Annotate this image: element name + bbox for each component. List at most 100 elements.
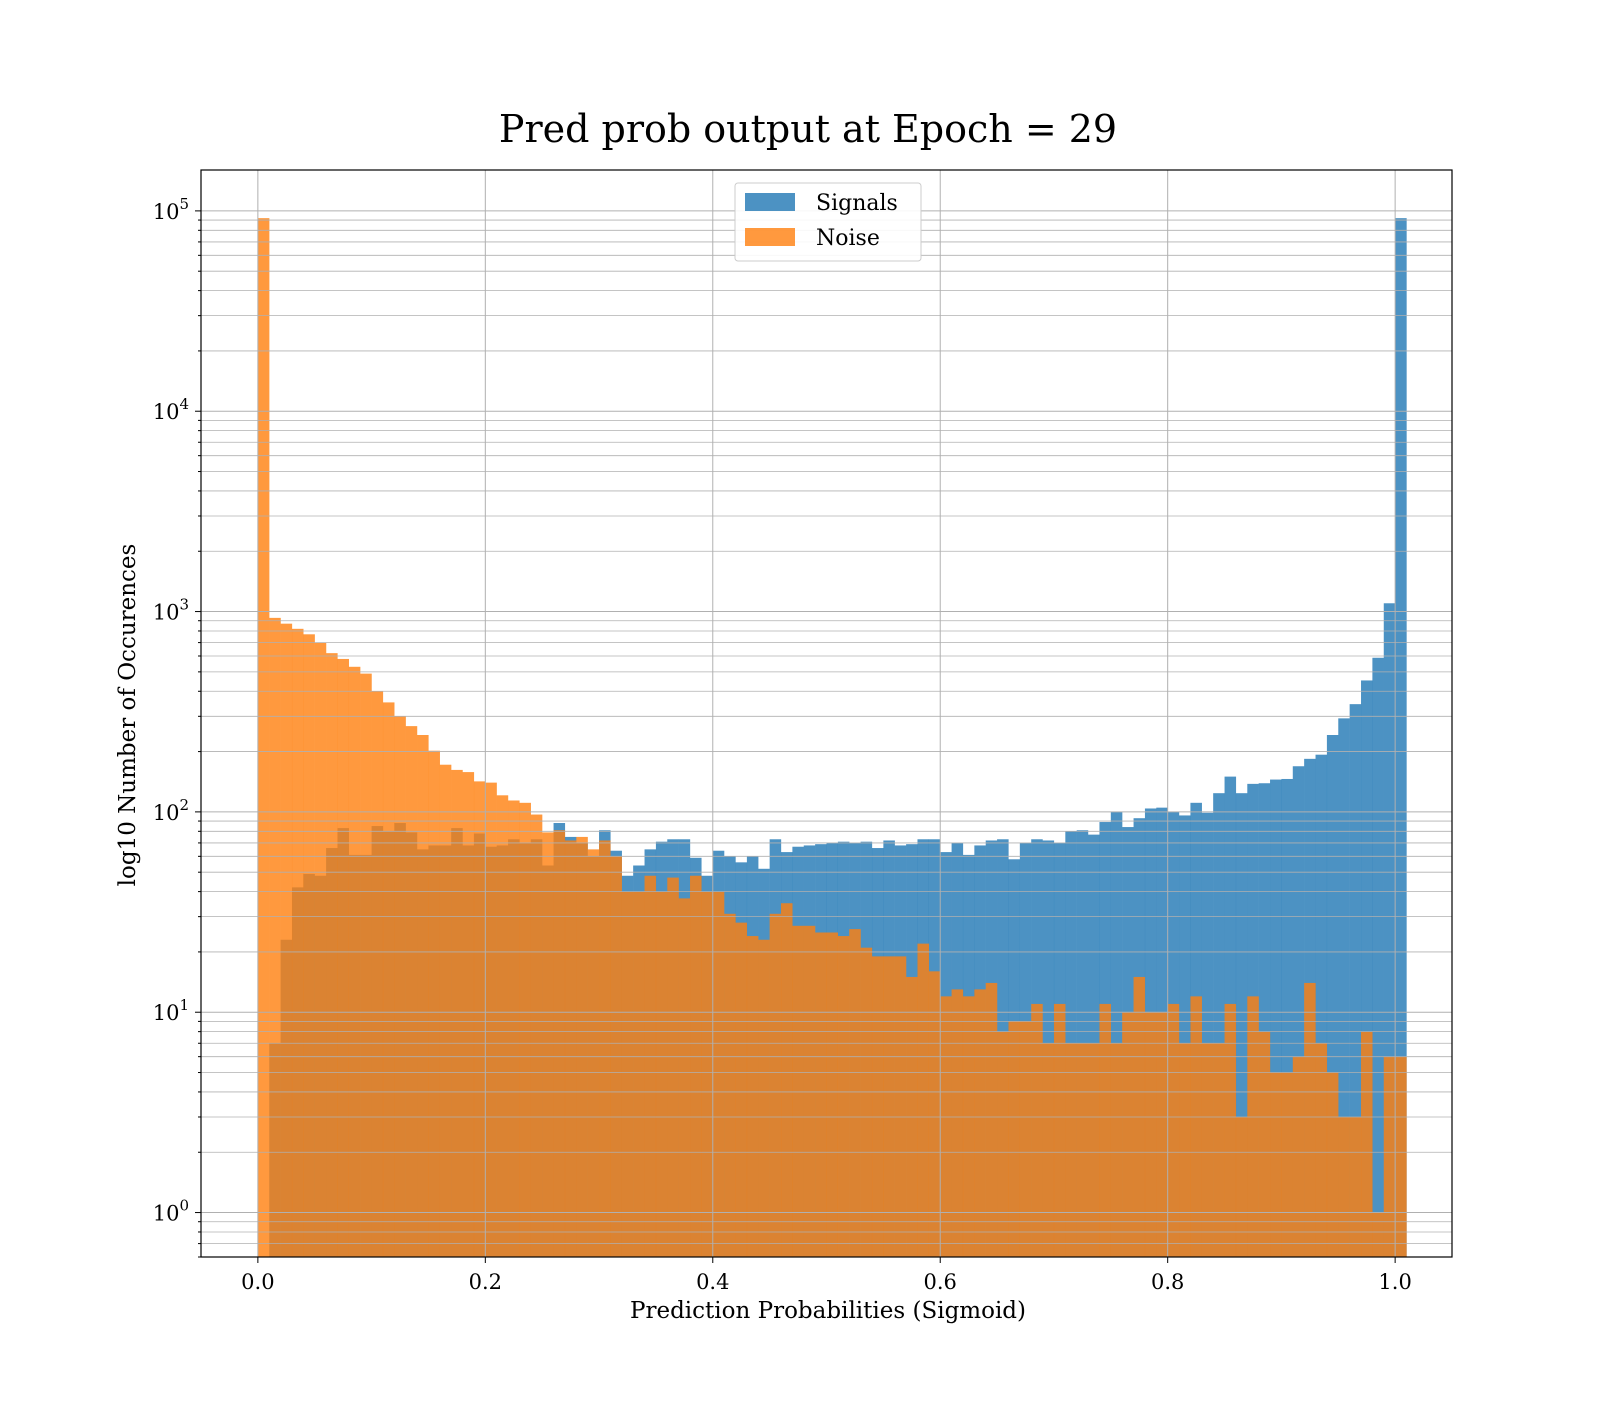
bar-noise — [1235, 1116, 1248, 1257]
plot-frame — [200, 169, 1453, 1258]
bar-noise — [985, 982, 998, 1257]
bar-noise — [803, 925, 816, 1257]
bar-noise — [530, 814, 543, 1257]
x-tick-label: 1.0 — [1378, 1270, 1411, 1294]
x-tick-label: 0.2 — [469, 1270, 502, 1294]
legend-label-signals: Signals — [816, 191, 898, 216]
bar-noise — [1122, 1012, 1134, 1257]
bar-noise — [1247, 996, 1259, 1257]
bar-noise — [826, 932, 839, 1257]
y-tick-label: 100 — [153, 1197, 189, 1226]
bar-noise — [871, 956, 884, 1257]
bar-noise — [1076, 1043, 1089, 1257]
bar-signals — [1292, 766, 1305, 1257]
bar-noise — [428, 750, 440, 1257]
bar-noise — [690, 875, 702, 1257]
bar-noise — [883, 956, 895, 1257]
bar-noise — [735, 922, 748, 1257]
bar-noise — [1065, 1043, 1077, 1257]
bar-noise — [269, 617, 281, 1257]
bar-noise — [701, 891, 713, 1257]
bar-noise — [917, 943, 929, 1257]
bar-noise — [348, 666, 361, 1257]
bar-noise — [394, 716, 406, 1257]
bar-noise — [326, 653, 338, 1257]
x-tick-label: 0.0 — [241, 1270, 274, 1294]
bar-noise — [1099, 1003, 1111, 1257]
bar-noise — [678, 898, 691, 1257]
bar-noise — [1008, 1021, 1020, 1257]
y-tick-label: 102 — [153, 796, 189, 825]
bar-noise — [758, 939, 770, 1257]
bar-signals — [1281, 778, 1293, 1257]
bar-noise — [1326, 1072, 1339, 1257]
bar-noise — [1361, 1031, 1373, 1257]
bar-noise — [962, 996, 975, 1257]
bar-noise — [1053, 1003, 1066, 1257]
bar-noise — [417, 735, 429, 1257]
bar-noise — [1338, 1116, 1350, 1257]
bar-noise — [291, 628, 304, 1257]
bar-noise — [1349, 1116, 1362, 1257]
bar-signals — [1179, 815, 1191, 1257]
bar-noise — [1258, 1031, 1271, 1257]
bar-noise — [473, 781, 486, 1257]
bar-signals — [1110, 811, 1123, 1257]
bar-noise — [599, 840, 611, 1257]
bar-noise — [462, 772, 475, 1257]
bar-noise — [257, 218, 270, 1257]
bar-noise — [940, 996, 952, 1257]
x-tick-label: 0.8 — [1151, 1270, 1184, 1294]
bar-noise — [1292, 1056, 1305, 1257]
bar-noise — [712, 891, 725, 1257]
bar-signals — [1361, 680, 1373, 1257]
bar-noise — [1031, 1003, 1043, 1257]
bar-noise — [974, 989, 986, 1257]
bar-noise — [371, 691, 384, 1257]
bar-noise — [1270, 1072, 1282, 1257]
bar-noise — [837, 936, 850, 1257]
bar-noise — [769, 913, 782, 1257]
bar-noise — [724, 913, 736, 1257]
bar-noise — [1179, 1043, 1191, 1257]
bar-noise — [542, 832, 554, 1257]
bar-signals — [1338, 718, 1350, 1257]
bar-noise — [997, 1031, 1009, 1257]
y-tick-label: 101 — [153, 996, 189, 1025]
bar-noise — [496, 795, 509, 1257]
bar-signals — [1235, 793, 1248, 1257]
bar-noise — [894, 956, 907, 1257]
bar-noise — [1395, 1056, 1407, 1257]
bar-noise — [382, 702, 395, 1257]
bar-noise — [860, 947, 873, 1257]
bar-noise — [1383, 1056, 1396, 1257]
bar-signals — [1372, 657, 1384, 1257]
x-tick-label: 0.4 — [696, 1270, 729, 1294]
bar-noise — [485, 782, 497, 1257]
bar-signals — [1201, 812, 1214, 1257]
bar-noise — [1281, 1072, 1293, 1257]
bar-noise — [792, 925, 804, 1257]
bar-noise — [951, 989, 964, 1257]
bar-noise — [621, 891, 634, 1257]
y-tick-label: 105 — [153, 195, 189, 224]
bar-noise — [337, 658, 349, 1257]
y-tick-label: 104 — [153, 395, 189, 424]
y-tick-label: 103 — [153, 596, 189, 625]
bar-noise — [781, 903, 793, 1257]
bar-noise — [1190, 996, 1202, 1257]
bar-noise — [564, 840, 577, 1257]
bar-noise — [1167, 1003, 1180, 1257]
bar-noise — [587, 849, 600, 1257]
bar-signals — [1315, 754, 1328, 1257]
bar-noise — [314, 642, 327, 1257]
legend: Signals Noise — [734, 182, 922, 262]
bar-noise — [644, 875, 657, 1257]
legend-swatch-noise — [745, 228, 795, 246]
bar-noise — [815, 932, 827, 1257]
bar-noise — [360, 673, 372, 1257]
bar-signals — [1349, 704, 1362, 1257]
legend-swatch-signals — [745, 193, 795, 211]
bar-noise — [280, 623, 293, 1257]
